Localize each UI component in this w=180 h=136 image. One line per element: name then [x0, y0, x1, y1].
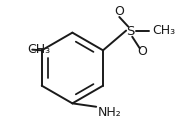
- Text: CH₃: CH₃: [27, 43, 50, 56]
- Text: O: O: [138, 45, 147, 58]
- Text: O: O: [114, 5, 124, 18]
- Text: CH₃: CH₃: [153, 24, 176, 37]
- Text: S: S: [126, 25, 134, 38]
- Text: NH₂: NH₂: [98, 106, 121, 119]
